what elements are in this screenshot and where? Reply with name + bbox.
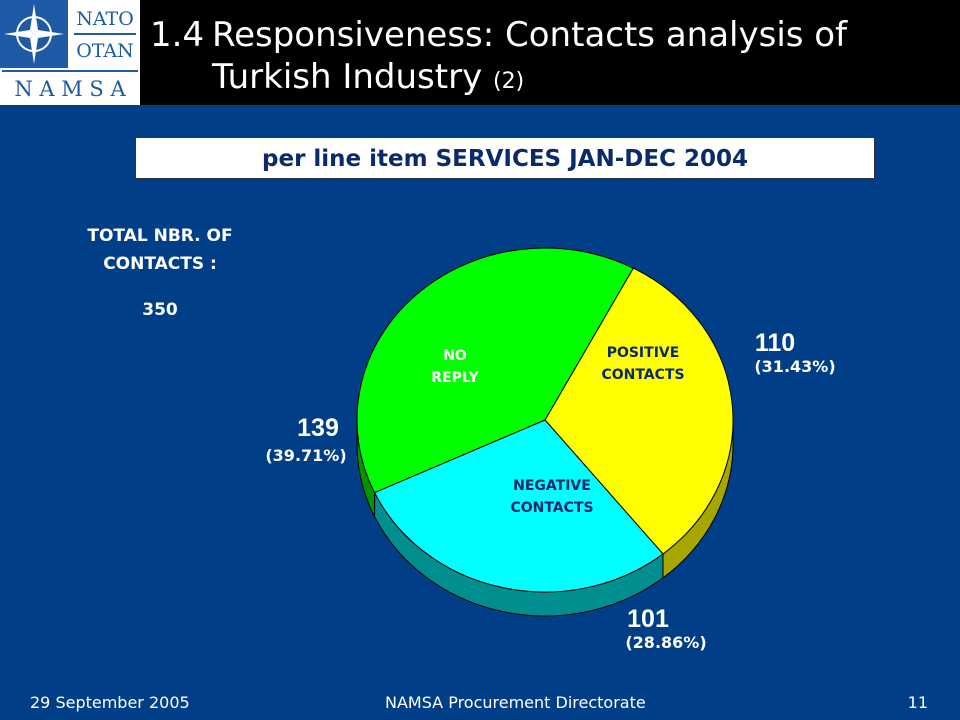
slice-value-2: 139: [297, 414, 339, 442]
nato-namsa-logo: NATO OTAN N A M S A: [0, 0, 140, 105]
footer-date: 29 September 2005: [30, 693, 190, 712]
slice-label-1-line1: NEGATIVE: [513, 478, 591, 494]
total-contacts-value: 350: [142, 300, 178, 320]
slice-label-2-line2: REPLY: [431, 370, 479, 386]
svg-text:NATO: NATO: [76, 8, 134, 30]
total-label-line-1: TOTAL NBR. OF: [87, 226, 233, 246]
title-line-1: Responsiveness: Contacts analysis of: [212, 15, 848, 55]
pie-labels: 110(31.43%) POSITIVE CONTACTS 101(28.86%) NE…: [265, 329, 835, 652]
title-suffix: (2): [493, 69, 525, 94]
page-number: 11: [907, 693, 928, 712]
total-label-line-2: CONTACTS :: [103, 254, 217, 274]
nato-compass-icon: NATO OTAN N A M S A: [0, 0, 138, 101]
chart-subtitle-box: per line item SERVICES JAN-DEC 2004: [135, 137, 875, 179]
total-contacts-label: TOTAL NBR. OF CONTACTS :: [40, 222, 280, 278]
slide-title: 1.4 Responsiveness: Contacts analysis of …: [150, 14, 847, 103]
svg-text:OTAN: OTAN: [76, 40, 134, 62]
slice-label-0-line1: POSITIVE: [607, 345, 680, 361]
slice-percent-1: (28.86%): [625, 633, 706, 652]
pie-slice-2: [356, 247, 634, 494]
title-line-2: Turkish Industry: [212, 57, 483, 97]
slice-label-2-line1: NO: [443, 348, 467, 364]
title-number: 1.4: [150, 15, 205, 55]
pie-slice-1: [373, 419, 664, 593]
slice-value-1: 101: [627, 605, 669, 633]
slice-percent-0: (31.43%): [754, 357, 835, 376]
slice-label-0-line2: CONTACTS: [601, 367, 684, 383]
footer-organization: NAMSA Procurement Directorate: [385, 693, 646, 712]
header-bar: NATO OTAN N A M S A 1.4 Responsiveness: C…: [0, 0, 960, 105]
pie-tops: [356, 247, 734, 593]
svg-text:N A M S A: N A M S A: [14, 77, 126, 101]
slice-label-1-line2: CONTACTS: [510, 500, 593, 516]
slice-percent-2: (39.71%): [265, 446, 346, 465]
slice-value-0: 110: [755, 329, 795, 357]
